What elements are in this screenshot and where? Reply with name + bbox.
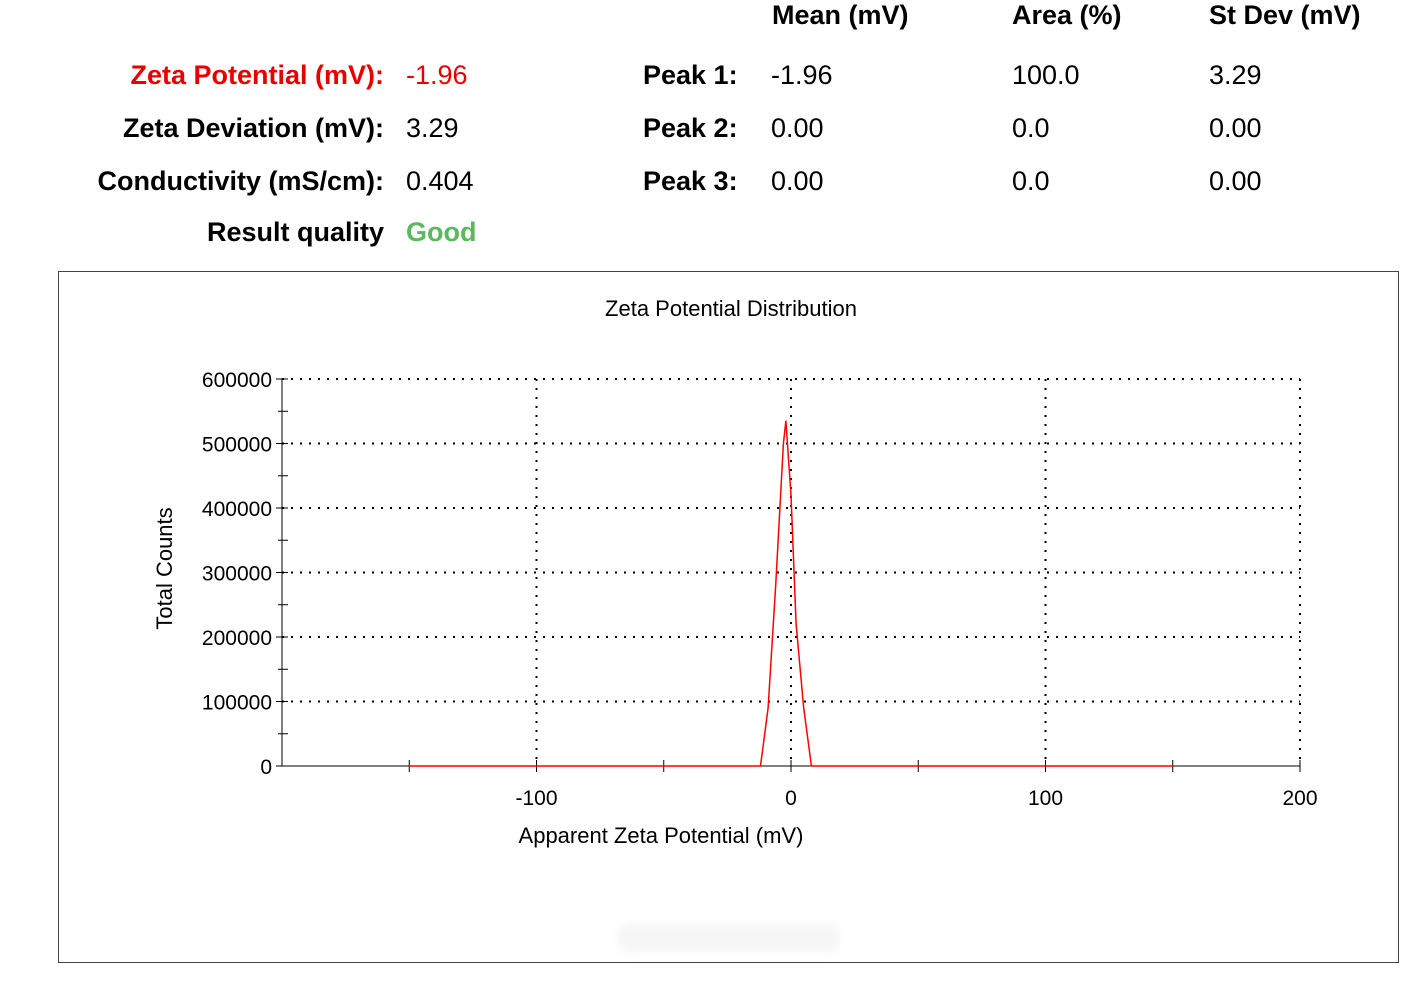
conductivity-value: 0.404 [406, 166, 474, 196]
x-tick-label: -100 [515, 787, 557, 810]
result-quality-value: Good [406, 217, 477, 247]
zeta-potential-label: Zeta Potential (mV): [130, 60, 384, 90]
zeta-deviation-value: 3.29 [406, 113, 459, 143]
data-point [810, 765, 812, 767]
peak-1-area: 100.0 [1012, 60, 1080, 90]
y-tick-label: 500000 [202, 434, 272, 457]
peak-2-area: 0.0 [1012, 113, 1050, 143]
data-point [535, 765, 538, 767]
y-tick-label: 0 [260, 756, 272, 779]
data-point [785, 420, 787, 422]
peak-1-stdev: 3.29 [1209, 60, 1262, 90]
peak-3-mean: 0.00 [771, 166, 824, 196]
series-line [409, 420, 1173, 767]
peak-2-label: Peak 2: [643, 113, 738, 143]
zeta-deviation-label: Zeta Deviation (mV): [122, 113, 384, 143]
y-tick-label: 400000 [202, 498, 272, 521]
chart-panel: Zeta Potential Distribution 0 100000 200000… [58, 271, 1399, 963]
peak-2-stdev: 0.00 [1209, 113, 1262, 143]
chart-title: Zeta Potential Distribution [605, 296, 857, 321]
zeta-distribution-chart: Zeta Potential Distribution 0 100000 200000… [152, 296, 1318, 848]
blurred-overlay [618, 924, 840, 952]
result-quality-label: Result quality [206, 217, 384, 247]
y-tick-label: 600000 [202, 369, 272, 392]
y-tick-label: 200000 [202, 627, 272, 650]
zeta-potential-value: -1.96 [406, 60, 468, 90]
x-tick-label: 100 [1028, 787, 1063, 810]
conductivity-label: Conductivity (mS/cm): [97, 166, 384, 196]
data-point [408, 765, 410, 767]
peak-3-area: 0.0 [1012, 166, 1050, 196]
peak-2-mean: 0.00 [771, 113, 824, 143]
data-point [1172, 765, 1174, 767]
data-point [803, 707, 805, 709]
peak-1-label: Peak 1: [643, 60, 738, 90]
x-axis-label: Apparent Zeta Potential (mV) [519, 823, 804, 848]
data-point [759, 765, 762, 767]
y-tick-label: 100000 [202, 692, 272, 715]
data-point [917, 765, 919, 767]
data-point [795, 623, 797, 625]
y-tick-label: 300000 [202, 563, 272, 586]
peak-3-stdev: 0.00 [1209, 166, 1262, 196]
header-mean: Mean (mV) [772, 0, 909, 30]
data-point [782, 442, 784, 445]
data-point [1044, 765, 1047, 767]
data-point [767, 707, 769, 709]
y-axis-label: Total Counts [152, 507, 177, 629]
x-tick-label: 200 [1282, 787, 1317, 810]
header-stdev: St Dev (mV) [1209, 0, 1361, 30]
peak-3-label: Peak 3: [643, 166, 738, 196]
x-tick-label: 0 [785, 787, 797, 810]
header-area: Area (%) [1012, 0, 1122, 30]
peak-1-mean: -1.96 [771, 60, 833, 90]
data-point [775, 584, 777, 586]
data-point [663, 765, 665, 767]
data-point [790, 494, 792, 496]
